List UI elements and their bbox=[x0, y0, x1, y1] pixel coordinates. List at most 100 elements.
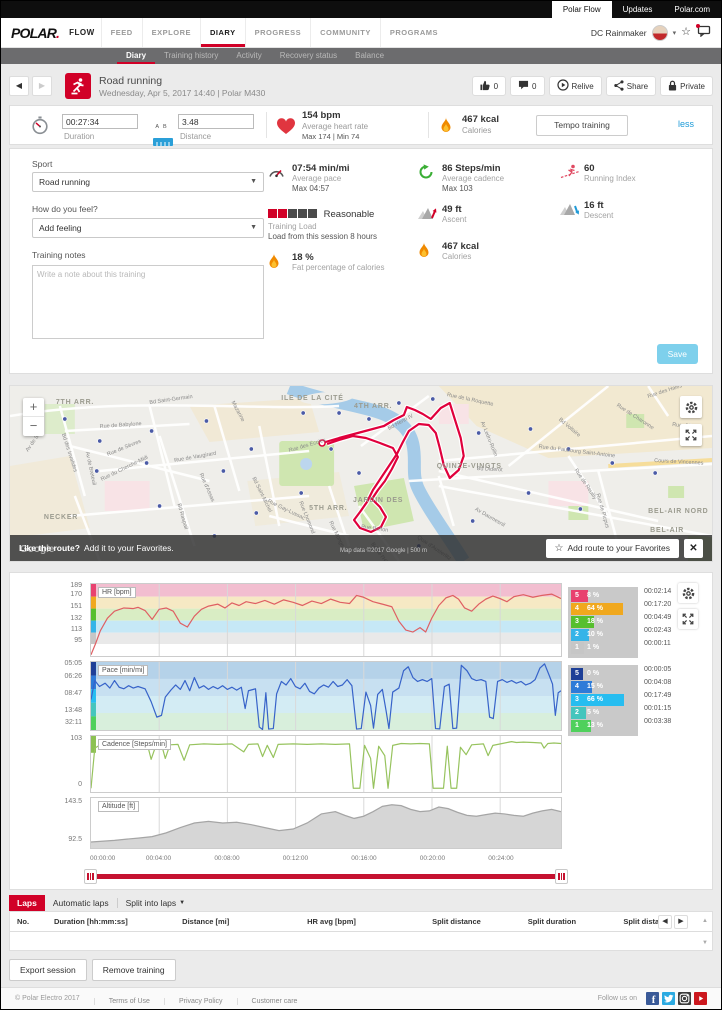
laps-scroll-left-button[interactable]: ◀ bbox=[658, 915, 672, 929]
slider-track[interactable] bbox=[90, 874, 562, 879]
map-canvas[interactable]: 7TH ARR. ILE DE LA CITÉ 4TH ARR. QUINZE-VIN… bbox=[10, 386, 712, 561]
metro-station-dot bbox=[144, 460, 150, 466]
nav-item-community[interactable]: COMMUNITY bbox=[310, 18, 380, 47]
time-range-slider[interactable] bbox=[84, 869, 568, 885]
cadence-chart[interactable]: Cadence [Steps/min] bbox=[90, 735, 562, 793]
subnav-item-training-history[interactable]: Training history bbox=[164, 51, 219, 60]
privacy-button[interactable]: Private bbox=[660, 76, 713, 96]
twitter-icon[interactable] bbox=[662, 992, 675, 1005]
zoom-out-button[interactable]: − bbox=[29, 418, 38, 433]
map-settings-button[interactable] bbox=[680, 396, 702, 418]
remove-training-button[interactable]: Remove training bbox=[91, 959, 176, 981]
x-tick-label: 00:12:00 bbox=[282, 855, 309, 862]
zoom-in-button[interactable]: + bbox=[23, 398, 44, 417]
scroll-up-icon[interactable]: ▲ bbox=[702, 918, 708, 924]
training-benefit-button[interactable]: Tempo training bbox=[536, 115, 628, 136]
polar-logo[interactable]: POLAR. bbox=[11, 24, 60, 41]
training-notes-input[interactable] bbox=[32, 265, 264, 339]
chart-settings-button[interactable] bbox=[678, 583, 698, 603]
calories-icon bbox=[418, 241, 442, 269]
footer-link-customer-care[interactable]: Customer care bbox=[236, 997, 298, 1005]
altitude-chart[interactable]: Altitude [ft] bbox=[90, 797, 562, 849]
nav-item-progress[interactable]: PROGRESS bbox=[244, 18, 311, 47]
nav-item-explore[interactable]: EXPLORE bbox=[141, 18, 200, 47]
duration-input[interactable] bbox=[62, 114, 138, 129]
relive-button[interactable]: Relive bbox=[548, 76, 602, 96]
metro-station-dot bbox=[430, 396, 436, 402]
pace-plot-svg[interactable] bbox=[91, 662, 561, 730]
flow-product-label[interactable]: FLOW bbox=[69, 28, 95, 37]
training-load-squares: Reasonable bbox=[268, 204, 416, 222]
favorites-star-icon[interactable]: ☆ bbox=[681, 26, 691, 38]
metric-value: 60 bbox=[584, 163, 595, 174]
scroll-down-icon[interactable]: ▼ bbox=[702, 940, 708, 946]
zone-chip: 4 bbox=[571, 681, 583, 693]
avatar[interactable] bbox=[651, 24, 668, 41]
zone-time: 00:17:20 bbox=[644, 601, 672, 608]
laps-scroll-right-button[interactable]: ▶ bbox=[674, 915, 688, 929]
laps-col-header-5: Split duration bbox=[520, 912, 617, 932]
heart-icon bbox=[276, 117, 296, 140]
zone-percent: 64 % bbox=[587, 605, 603, 612]
comments-button[interactable]: 0 bbox=[510, 76, 545, 96]
subnav-item-balance[interactable]: Balance bbox=[355, 51, 385, 60]
metric-value: 467 kcal bbox=[442, 240, 479, 252]
close-overlay-button[interactable]: ✕ bbox=[684, 538, 703, 558]
like-button[interactable]: 0 bbox=[471, 76, 507, 96]
footer-link-privacy-policy[interactable]: Privacy Policy bbox=[163, 997, 223, 1005]
zone-chip: 2 bbox=[571, 629, 583, 641]
footer-link-terms-of-use[interactable]: Terms of Use bbox=[93, 997, 150, 1005]
zone-percent: 66 % bbox=[587, 696, 603, 703]
less-link[interactable]: less bbox=[678, 119, 695, 129]
metro-station-dot bbox=[652, 470, 658, 476]
map-fullscreen-button[interactable] bbox=[680, 424, 702, 446]
slider-right-handle[interactable] bbox=[555, 869, 568, 884]
chart-fullscreen-button[interactable] bbox=[678, 609, 698, 629]
district-label: BEL-AIR NORD bbox=[648, 508, 708, 515]
feedback-chat-icon[interactable] bbox=[696, 23, 711, 42]
chevron-down-icon[interactable]: ▾ bbox=[672, 29, 677, 37]
topbar-tab-polar-flow[interactable]: Polar Flow bbox=[551, 1, 612, 18]
topbar-tab-polar-com[interactable]: Polar.com bbox=[674, 5, 710, 14]
instagram-icon[interactable] bbox=[678, 992, 691, 1005]
feeling-select[interactable]: Add feeling ▼ bbox=[32, 218, 264, 238]
subnav-item-recovery-status[interactable]: Recovery status bbox=[279, 51, 338, 60]
distance-input[interactable] bbox=[178, 114, 254, 129]
youtube-icon[interactable] bbox=[694, 992, 707, 1005]
laps-tab-laps[interactable]: Laps bbox=[9, 895, 45, 911]
cadence-plot-svg[interactable] bbox=[91, 736, 561, 792]
facebook-icon[interactable]: f bbox=[646, 992, 659, 1005]
session-subtitle: Wednesday, Apr 5, 2017 14:40 | Polar M43… bbox=[99, 87, 266, 98]
laps-tab-automatic-laps[interactable]: Automatic laps bbox=[52, 898, 109, 908]
user-name[interactable]: DC Rainmaker bbox=[590, 27, 647, 38]
hr-chart[interactable]: HR [bpm] bbox=[90, 583, 562, 657]
metro-station-dot bbox=[220, 468, 226, 474]
district-label: 7TH ARR. bbox=[56, 399, 94, 406]
subnav-item-activity[interactable]: Activity bbox=[236, 51, 262, 60]
metro-station-dot bbox=[298, 490, 304, 496]
save-button[interactable]: Save bbox=[656, 344, 698, 364]
laps-tab-split-into-laps[interactable]: Split into laps ▼ bbox=[118, 895, 194, 911]
sport-select[interactable]: Road running ▼ bbox=[32, 172, 264, 192]
nav-item-diary[interactable]: DIARY bbox=[200, 18, 245, 47]
laps-col-header-2: Distance [mi] bbox=[175, 912, 301, 932]
metro-station-dot bbox=[527, 426, 534, 432]
previous-session-button[interactable]: ◀ bbox=[9, 76, 29, 96]
add-route-favorites-button[interactable]: ☆ Add route to your Favorites bbox=[545, 538, 679, 558]
next-session-button[interactable]: ▶ bbox=[32, 76, 52, 96]
hr-minmax: Max 174 | Min 74 bbox=[302, 131, 360, 141]
nav-item-feed[interactable]: FEED bbox=[100, 18, 142, 47]
nav-item-programs[interactable]: PROGRAMS bbox=[379, 18, 447, 47]
calories-value: 467 kcal bbox=[462, 114, 499, 125]
route-map[interactable]: 7TH ARR. ILE DE LA CITÉ 4TH ARR. QUINZE-VIN… bbox=[9, 385, 713, 562]
topbar-tab-updates[interactable]: Updates bbox=[622, 5, 653, 14]
export-session-button[interactable]: Export session bbox=[9, 959, 87, 981]
subnav-item-diary[interactable]: Diary bbox=[117, 48, 155, 64]
share-button[interactable]: Share bbox=[605, 76, 657, 96]
pace-chart[interactable]: Pace [min/mi] bbox=[90, 661, 562, 731]
metric-label: Training Load bbox=[268, 221, 317, 231]
altitude-plot-svg[interactable] bbox=[91, 798, 561, 848]
divider bbox=[428, 112, 429, 138]
hr-plot-svg[interactable] bbox=[91, 584, 561, 656]
slider-left-handle[interactable] bbox=[84, 869, 97, 884]
